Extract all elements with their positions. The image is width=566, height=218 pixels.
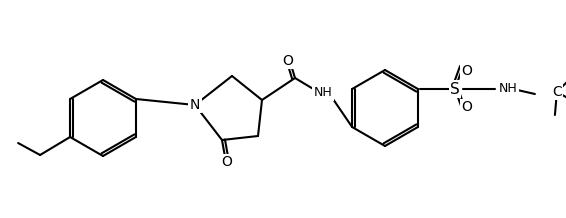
Text: O: O [461,64,473,78]
Text: N: N [190,98,200,112]
Text: S: S [450,82,460,97]
Text: NH: NH [314,87,332,99]
Text: O: O [461,100,473,114]
Text: NH: NH [499,82,518,95]
Text: O: O [221,155,233,169]
Text: O: O [282,54,293,68]
Text: C: C [552,85,562,99]
